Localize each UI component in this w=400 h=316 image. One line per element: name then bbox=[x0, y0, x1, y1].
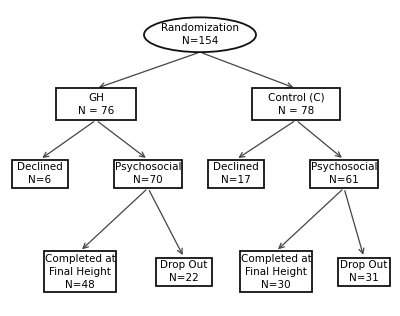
Text: Declined
N=6: Declined N=6 bbox=[17, 162, 63, 185]
Bar bbox=[156, 258, 212, 286]
Bar bbox=[114, 160, 182, 188]
Bar bbox=[252, 88, 340, 120]
Text: Drop Out
N=31: Drop Out N=31 bbox=[340, 260, 388, 283]
Text: Completed at
Final Height
N=48: Completed at Final Height N=48 bbox=[45, 254, 115, 289]
Text: Control (C)
N = 78: Control (C) N = 78 bbox=[268, 93, 324, 116]
Text: Declined
N=17: Declined N=17 bbox=[213, 162, 259, 185]
Text: Drop Out
N=22: Drop Out N=22 bbox=[160, 260, 208, 283]
Text: Psychosocial
N=70: Psychosocial N=70 bbox=[115, 162, 181, 185]
Ellipse shape bbox=[144, 17, 256, 52]
Bar bbox=[240, 251, 312, 292]
Bar bbox=[56, 88, 136, 120]
Bar bbox=[12, 160, 68, 188]
Bar bbox=[310, 160, 378, 188]
Bar bbox=[208, 160, 264, 188]
Text: Completed at
Final Height
N=30: Completed at Final Height N=30 bbox=[241, 254, 311, 289]
Bar bbox=[338, 258, 390, 286]
Text: GH
N = 76: GH N = 76 bbox=[78, 93, 114, 116]
Text: Randomization
N=154: Randomization N=154 bbox=[161, 23, 239, 46]
Bar bbox=[44, 251, 116, 292]
Text: Psychosocial
N=61: Psychosocial N=61 bbox=[311, 162, 377, 185]
